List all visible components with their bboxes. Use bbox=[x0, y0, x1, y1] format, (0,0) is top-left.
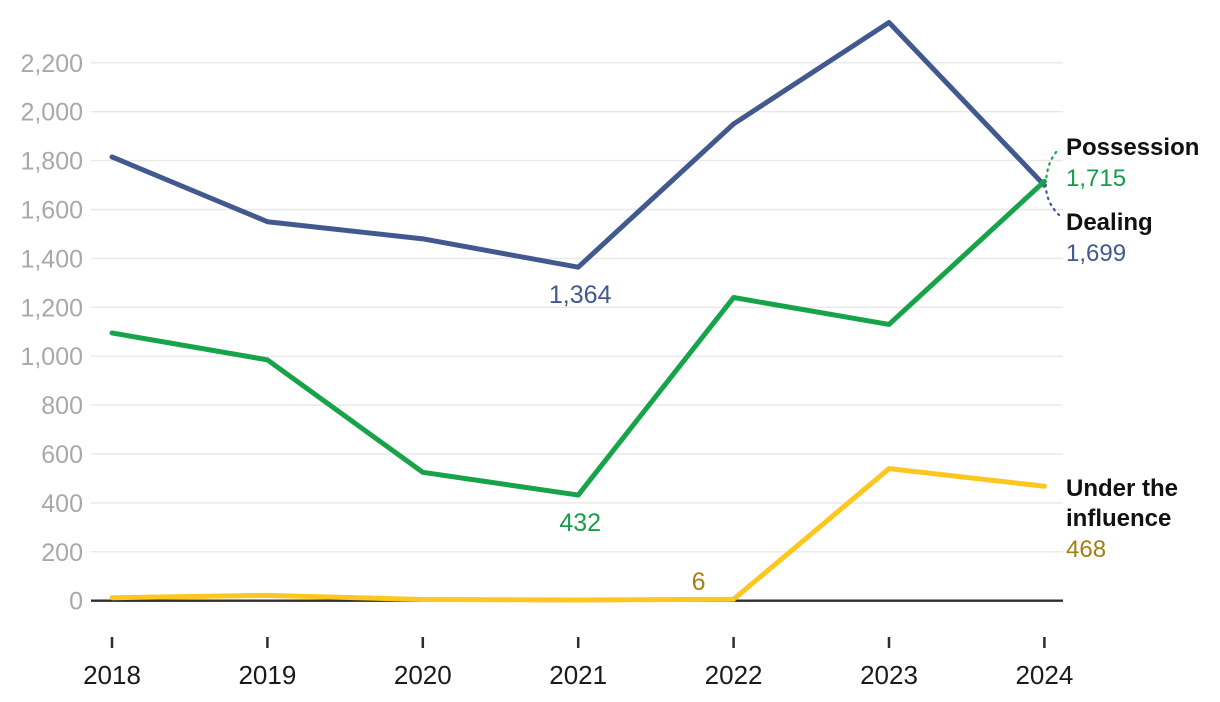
svg-text:1,400: 1,400 bbox=[20, 245, 83, 273]
svg-text:2,200: 2,200 bbox=[20, 50, 83, 78]
end-label-dealing: Dealing 1,699 bbox=[1066, 208, 1218, 269]
annotation-influence-low: 6 bbox=[691, 568, 706, 597]
svg-text:2019: 2019 bbox=[238, 660, 296, 690]
series-name-possession: Possession bbox=[1066, 134, 1200, 161]
annotation-possession-low: 432 bbox=[559, 509, 602, 538]
svg-text:800: 800 bbox=[41, 392, 83, 420]
svg-text:1,800: 1,800 bbox=[20, 148, 83, 176]
svg-text:1,200: 1,200 bbox=[20, 294, 83, 322]
series-name-dealing: Dealing bbox=[1066, 209, 1153, 236]
svg-text:600: 600 bbox=[41, 441, 83, 469]
series-name-under-the-influence: Under the influence bbox=[1066, 475, 1179, 532]
series-value-dealing: 1,699 bbox=[1066, 240, 1127, 267]
svg-text:2020: 2020 bbox=[394, 660, 452, 690]
annotation-dealing-low: 1,364 bbox=[548, 281, 612, 310]
svg-text:1,600: 1,600 bbox=[20, 197, 83, 225]
svg-text:2,000: 2,000 bbox=[20, 99, 83, 127]
svg-text:2018: 2018 bbox=[83, 660, 141, 690]
svg-text:2024: 2024 bbox=[1015, 660, 1073, 690]
svg-text:2023: 2023 bbox=[860, 660, 918, 690]
svg-text:400: 400 bbox=[41, 490, 83, 518]
svg-text:1,000: 1,000 bbox=[20, 343, 83, 371]
svg-text:200: 200 bbox=[41, 539, 83, 567]
end-label-under-the-influence: Under the influence 468 bbox=[1066, 474, 1218, 565]
end-label-possession: Possession 1,715 bbox=[1066, 133, 1218, 194]
series-value-under-the-influence: 468 bbox=[1066, 536, 1107, 563]
svg-text:0: 0 bbox=[69, 588, 83, 616]
svg-text:2021: 2021 bbox=[549, 660, 607, 690]
series-value-possession: 1,715 bbox=[1066, 165, 1127, 192]
svg-text:2022: 2022 bbox=[705, 660, 763, 690]
